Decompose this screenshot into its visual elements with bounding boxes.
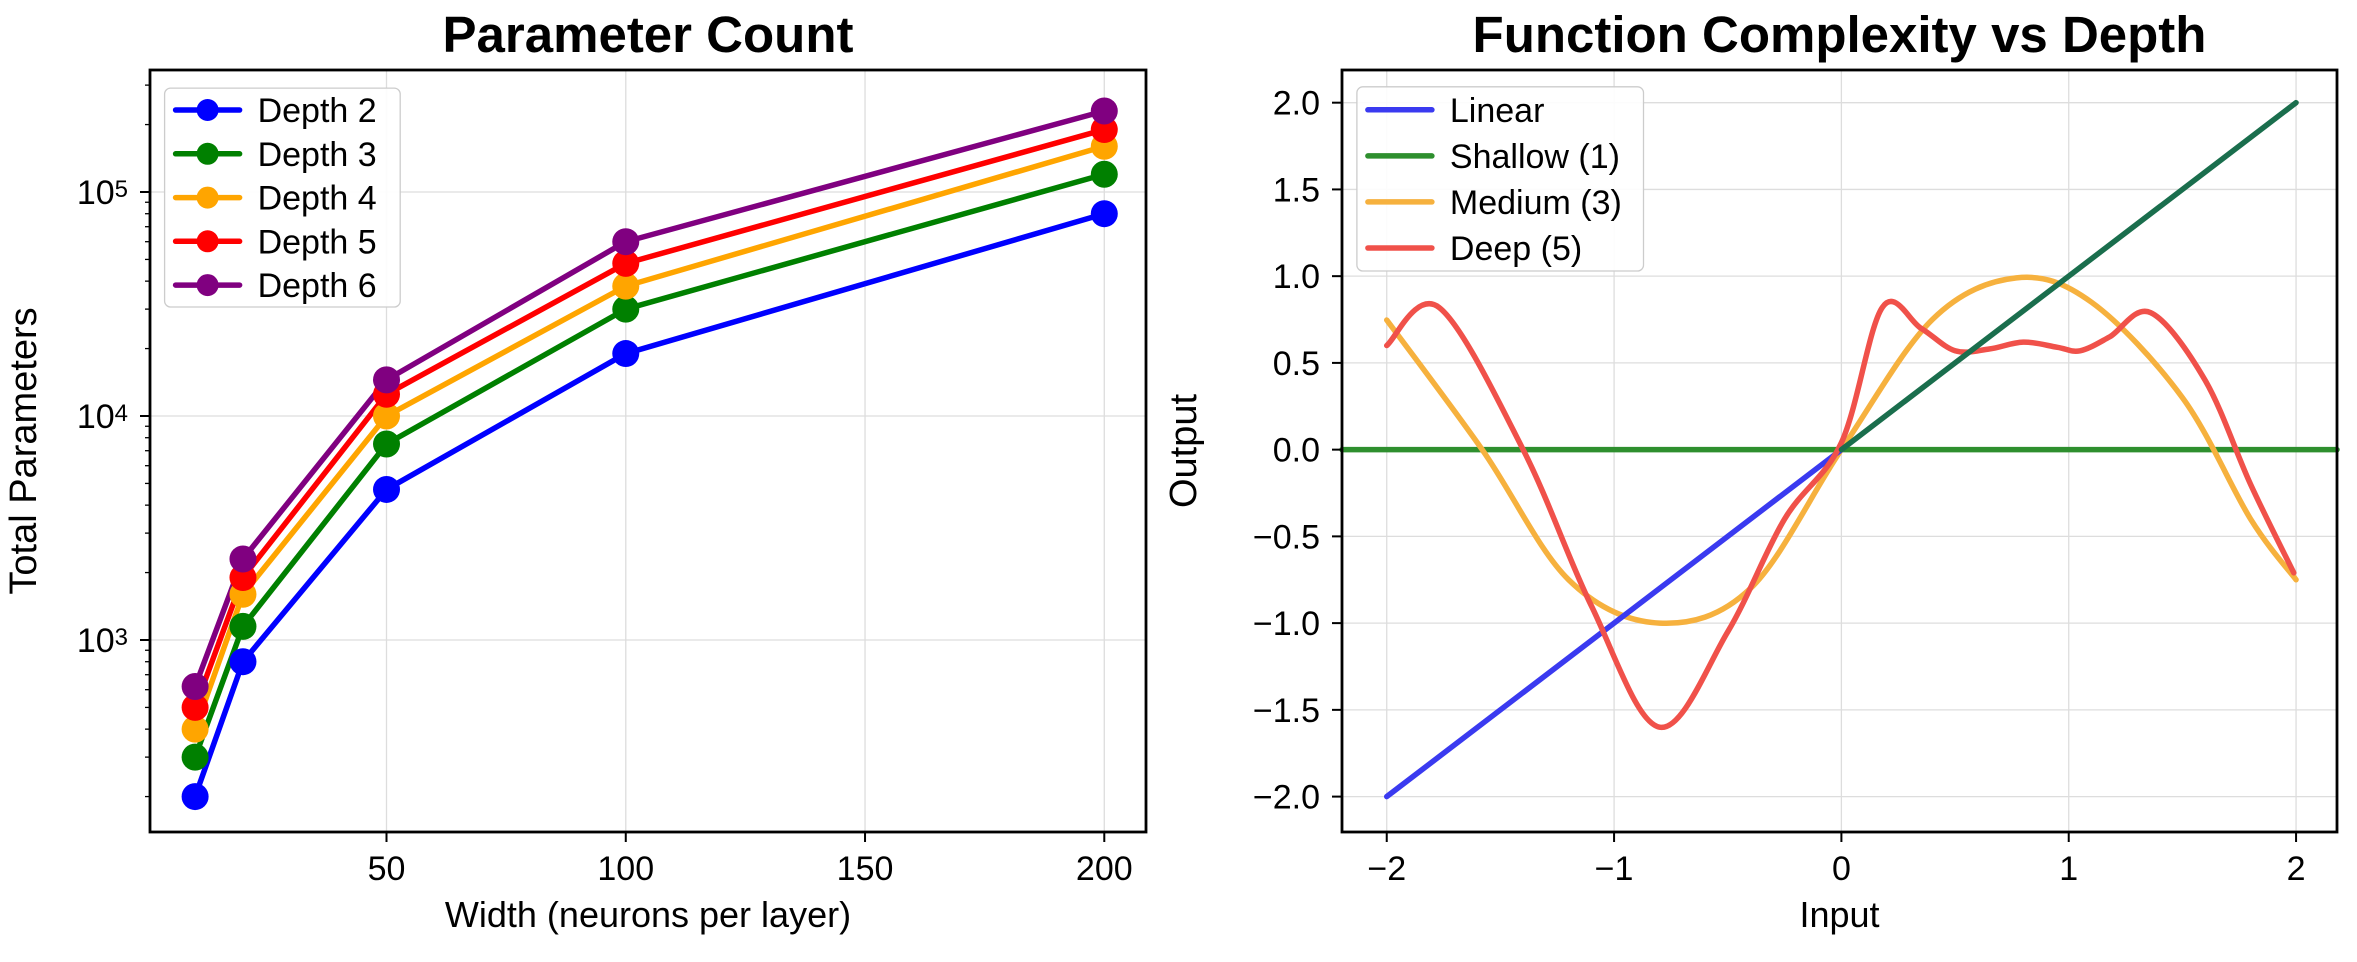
svg-text:Depth 4: Depth 4 bbox=[258, 180, 377, 218]
svg-text:Depth 6: Depth 6 bbox=[258, 267, 377, 305]
svg-text:Parameter Count: Parameter Count bbox=[443, 6, 854, 63]
svg-text:−2: −2 bbox=[1367, 850, 1406, 888]
svg-text:−2.0: −2.0 bbox=[1253, 779, 1320, 817]
svg-text:0: 0 bbox=[1832, 850, 1851, 888]
svg-text:50: 50 bbox=[368, 850, 406, 888]
svg-text:Deep (5): Deep (5) bbox=[1450, 230, 1582, 268]
svg-text:Shallow (1): Shallow (1) bbox=[1450, 138, 1620, 176]
svg-text:−0.5: −0.5 bbox=[1253, 518, 1320, 556]
svg-text:Depth 5: Depth 5 bbox=[258, 223, 377, 261]
svg-text:100: 100 bbox=[597, 850, 654, 888]
svg-text:Depth 2: Depth 2 bbox=[258, 92, 377, 130]
svg-text:200: 200 bbox=[1076, 850, 1133, 888]
svg-text:2: 2 bbox=[2287, 850, 2306, 888]
svg-text:−1.0: −1.0 bbox=[1253, 605, 1320, 643]
svg-text:0.0: 0.0 bbox=[1273, 432, 1320, 470]
svg-text:1.0: 1.0 bbox=[1273, 258, 1320, 296]
svg-text:Depth 3: Depth 3 bbox=[258, 136, 377, 174]
svg-text:Linear: Linear bbox=[1450, 92, 1545, 130]
svg-text:1.5: 1.5 bbox=[1273, 171, 1320, 209]
svg-text:Total Parameters: Total Parameters bbox=[3, 307, 45, 594]
svg-text:1: 1 bbox=[2059, 850, 2078, 888]
svg-text:Width (neurons per layer): Width (neurons per layer) bbox=[445, 894, 851, 935]
svg-text:150: 150 bbox=[837, 850, 894, 888]
svg-text:2.0: 2.0 bbox=[1273, 85, 1320, 123]
svg-text:0.5: 0.5 bbox=[1273, 345, 1320, 383]
svg-text:−1.5: −1.5 bbox=[1253, 692, 1320, 730]
svg-text:Output: Output bbox=[1163, 394, 1205, 509]
svg-text:Medium (3): Medium (3) bbox=[1450, 184, 1622, 222]
svg-text:Input: Input bbox=[1799, 894, 1879, 935]
svg-text:Function Complexity vs Depth: Function Complexity vs Depth bbox=[1473, 6, 2207, 63]
svg-text:−1: −1 bbox=[1595, 850, 1634, 888]
